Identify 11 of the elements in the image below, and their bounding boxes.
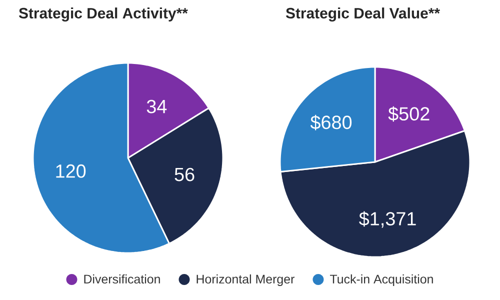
data-label: $680 xyxy=(310,114,352,130)
chart-title: Strategic Deal Value** xyxy=(286,8,440,22)
data-label: 120 xyxy=(56,164,86,178)
chart-title: Strategic Deal Activity** xyxy=(18,8,188,22)
legend-label: Horizontal Merger xyxy=(196,274,294,286)
data-label: 34 xyxy=(146,100,167,114)
data-label: 56 xyxy=(174,168,194,182)
legend-label: Diversification xyxy=(84,274,160,284)
data-label: $1,371 xyxy=(359,211,416,228)
legend-label: Tuck-in Acquisition xyxy=(330,274,433,286)
data-label: $502 xyxy=(388,106,430,122)
